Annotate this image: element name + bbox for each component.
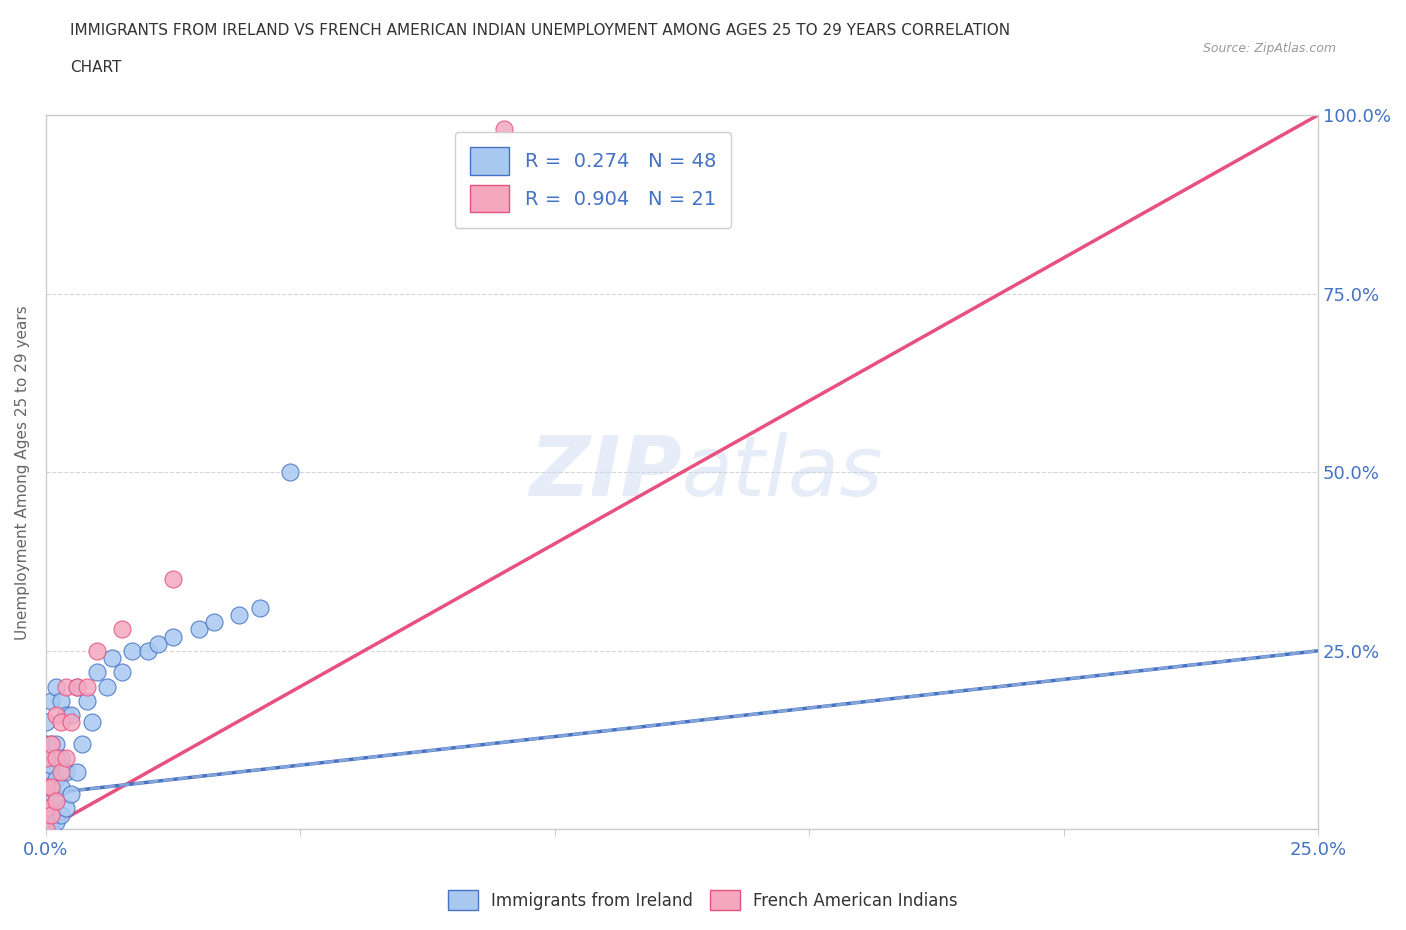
Point bbox=[35, 822, 58, 837]
Point bbox=[35, 764, 58, 779]
Point bbox=[51, 764, 73, 779]
Point bbox=[86, 665, 108, 680]
Point bbox=[228, 607, 250, 622]
Text: atlas: atlas bbox=[682, 432, 884, 512]
Point bbox=[35, 715, 58, 730]
Point bbox=[45, 772, 67, 787]
Point bbox=[35, 737, 58, 751]
Point bbox=[39, 807, 62, 822]
Point bbox=[35, 786, 58, 801]
Point bbox=[35, 822, 58, 837]
Point bbox=[65, 679, 87, 694]
Point bbox=[39, 758, 62, 773]
Point bbox=[111, 622, 134, 637]
Point bbox=[55, 679, 77, 694]
Point bbox=[111, 665, 134, 680]
Point bbox=[76, 694, 98, 709]
Point bbox=[60, 715, 83, 730]
Text: Source: ZipAtlas.com: Source: ZipAtlas.com bbox=[1202, 42, 1336, 55]
Point bbox=[35, 801, 58, 816]
Point bbox=[45, 737, 67, 751]
Point bbox=[162, 629, 184, 644]
Point bbox=[51, 807, 73, 822]
Point bbox=[35, 751, 58, 765]
Text: ZIP: ZIP bbox=[530, 432, 682, 512]
Text: CHART: CHART bbox=[70, 60, 122, 75]
Point bbox=[45, 679, 67, 694]
Point bbox=[86, 644, 108, 658]
Point bbox=[492, 122, 515, 137]
Point bbox=[39, 815, 62, 830]
Point bbox=[55, 801, 77, 816]
Point bbox=[101, 650, 124, 665]
Point bbox=[35, 751, 58, 765]
Point bbox=[65, 679, 87, 694]
Point bbox=[55, 708, 77, 723]
Point bbox=[39, 737, 62, 751]
Point bbox=[55, 764, 77, 779]
Point bbox=[187, 622, 209, 637]
Y-axis label: Unemployment Among Ages 25 to 29 years: Unemployment Among Ages 25 to 29 years bbox=[15, 305, 30, 640]
Point bbox=[39, 737, 62, 751]
Point bbox=[65, 764, 87, 779]
Point bbox=[39, 779, 62, 794]
Point bbox=[51, 694, 73, 709]
Point bbox=[60, 708, 83, 723]
Point bbox=[146, 636, 169, 651]
Point bbox=[162, 572, 184, 587]
Point bbox=[39, 801, 62, 816]
Point bbox=[202, 615, 225, 630]
Point bbox=[35, 822, 58, 837]
Point bbox=[76, 679, 98, 694]
Point bbox=[249, 601, 271, 616]
Point bbox=[39, 779, 62, 794]
Point bbox=[45, 793, 67, 808]
Point bbox=[80, 715, 103, 730]
Legend: R =  0.274   N = 48, R =  0.904   N = 21: R = 0.274 N = 48, R = 0.904 N = 21 bbox=[454, 132, 731, 228]
Point bbox=[51, 779, 73, 794]
Text: IMMIGRANTS FROM IRELAND VS FRENCH AMERICAN INDIAN UNEMPLOYMENT AMONG AGES 25 TO : IMMIGRANTS FROM IRELAND VS FRENCH AMERIC… bbox=[70, 23, 1011, 38]
Point bbox=[35, 779, 58, 794]
Point bbox=[136, 644, 159, 658]
Point bbox=[51, 715, 73, 730]
Point bbox=[121, 644, 143, 658]
Point bbox=[70, 737, 93, 751]
Point bbox=[39, 822, 62, 837]
Point bbox=[278, 465, 301, 480]
Point bbox=[35, 807, 58, 822]
Point bbox=[45, 708, 67, 723]
Point bbox=[55, 751, 77, 765]
Point bbox=[60, 786, 83, 801]
Point bbox=[45, 751, 67, 765]
Point bbox=[96, 679, 118, 694]
Point bbox=[39, 694, 62, 709]
Point bbox=[45, 793, 67, 808]
Point bbox=[45, 815, 67, 830]
Legend: Immigrants from Ireland, French American Indians: Immigrants from Ireland, French American… bbox=[441, 884, 965, 917]
Point bbox=[51, 751, 73, 765]
Point bbox=[35, 801, 58, 816]
Point bbox=[35, 815, 58, 830]
